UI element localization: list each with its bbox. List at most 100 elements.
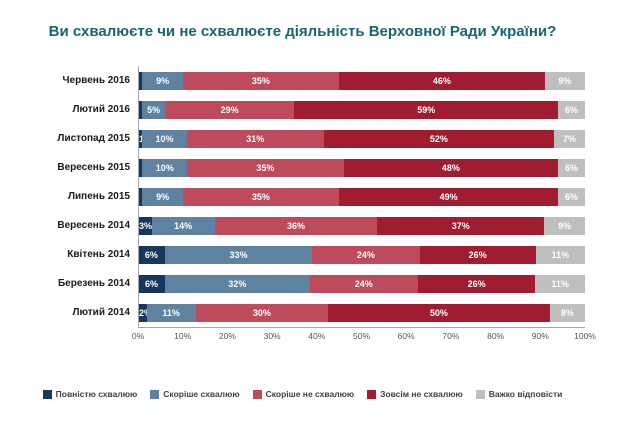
legend: Повністю схвалюю Скоріше схвалюю Скоріше н… — [20, 389, 585, 399]
bar-segment: 30% — [195, 303, 329, 322]
bar-value-label: 6% — [145, 278, 159, 289]
bar-value-label: 9% — [558, 220, 572, 231]
bar-value-label: 52% — [429, 133, 448, 144]
bar-segment: 2% — [138, 303, 152, 322]
x-tick-label: 100% — [574, 331, 596, 342]
bar-segment: 33% — [164, 245, 313, 264]
bar-segment: 9% — [544, 216, 585, 235]
category-label: Червень 2016 — [62, 75, 131, 87]
bar-segment: 59% — [294, 100, 559, 119]
bar-segment: 50% — [328, 303, 550, 322]
bar-row: Вересень 2015 10% 35% 48% 6% — [20, 153, 585, 182]
legend-label: Зовсім не схвалюю — [380, 389, 463, 400]
bar-value-label: 35% — [251, 75, 270, 86]
bar-value-label: 11% — [551, 278, 569, 289]
bar-segment: 14% — [151, 216, 215, 235]
bar-track: 9% 35% 46% 9% — [138, 71, 585, 90]
bar-value-label: 10% — [155, 162, 174, 173]
legend-item: Скоріше не схвалюю — [252, 389, 355, 400]
x-tick-label: 70% — [442, 331, 460, 342]
bar-row: Липень 2015 9% 35% 49% 6% — [20, 182, 585, 211]
bar-segment: 6% — [138, 245, 165, 264]
bar-segment: 24% — [309, 274, 418, 293]
bar-value-label: 59% — [417, 104, 436, 115]
bar-value-label: 36% — [286, 220, 306, 231]
bar-segment: 6% — [558, 187, 585, 206]
bar-row: Червень 2016 9% 35% 46% 9% — [20, 66, 585, 95]
bar-value-label: 14% — [174, 220, 193, 231]
bar-segment: 35% — [187, 158, 344, 177]
bar-segment: 26% — [419, 245, 536, 264]
bar-value-label: 46% — [432, 75, 451, 86]
bar-value-label: 30% — [252, 307, 271, 318]
bar-row: Березень 2014 6% 32% 24% 26% 11% — [20, 269, 585, 298]
bar-segment: 48% — [343, 158, 559, 177]
legend-item: Скоріше схвалюю — [150, 389, 240, 400]
legend-swatch — [367, 389, 377, 399]
bar-segment: 52% — [323, 129, 554, 148]
bar-segment: 6% — [138, 274, 166, 293]
bar-value-label: 35% — [256, 162, 275, 173]
legend-label: Скоріше схвалюю — [163, 389, 240, 400]
bar-value-label: 9% — [156, 191, 170, 202]
bar-segment: 3% — [138, 216, 153, 235]
bar-value-label: 29% — [220, 104, 239, 115]
bar-value-label: 3% — [139, 220, 153, 231]
bar-segment: 11% — [535, 245, 585, 264]
bar-value-label: 48% — [441, 162, 460, 173]
category-label: Липень 2015 — [68, 191, 130, 203]
x-tick-label: 80% — [487, 331, 505, 342]
bar-segment: 6% — [558, 158, 585, 177]
legend-swatch — [150, 389, 160, 399]
x-tick-label: 20% — [218, 331, 236, 342]
bar-track: 6% 33% 24% 26% 11% — [138, 245, 585, 264]
bar-segment: 37% — [377, 216, 545, 235]
bar-value-label: 37% — [451, 220, 470, 231]
x-tick-label: 10% — [174, 331, 192, 342]
bar-value-label: 32% — [228, 278, 247, 289]
x-tick-label: 40% — [308, 331, 326, 342]
bar-value-label: 31% — [246, 133, 265, 144]
bar-segment: 11% — [535, 274, 585, 293]
bar-segment: 24% — [312, 245, 420, 264]
legend-item: Важко відповісти — [475, 389, 562, 399]
bar-value-label: 35% — [251, 191, 270, 202]
bar-segment: 32% — [165, 274, 310, 293]
bar-value-label: 2% — [139, 307, 153, 318]
bar-value-label: 24% — [354, 278, 373, 289]
bar-row: Вересень 2014 3% 14% 36% 37% 9% — [20, 211, 585, 240]
category-label: Лютий 2016 — [72, 104, 130, 116]
bar-value-label: 11% — [162, 307, 180, 318]
bar-segment: 31% — [186, 129, 324, 148]
category-label: Квітень 2014 — [67, 249, 130, 261]
bar-segment: 11% — [146, 303, 196, 322]
bar-segment: 29% — [164, 100, 295, 119]
category-label: Лютий 2014 — [72, 307, 130, 319]
bar-track: 1%10%31%52%7% — [138, 129, 585, 148]
x-tick-label: 90% — [531, 331, 549, 342]
bar-value-label: 9% — [558, 75, 572, 86]
bar-value-label: 7% — [562, 133, 576, 144]
bar-value-label: 26% — [468, 249, 487, 260]
bar-segment — [138, 158, 143, 177]
bar-value-label: 6% — [565, 191, 579, 202]
bar-track: 6% 32% 24% 26% 11% — [138, 274, 585, 293]
x-tick-label: 30% — [263, 331, 281, 342]
x-tick-label: 0% — [131, 331, 145, 342]
legend-label: Скоріше не схвалюю — [265, 389, 355, 400]
bar-segment: 36% — [214, 216, 378, 235]
bar-track: 9% 35% 49% 6% — [138, 187, 585, 206]
chart-title: Ви схвалюєте чи не схвалюєте діяльність … — [48, 23, 557, 40]
bar-segment: 35% — [182, 71, 340, 90]
bar-value-label: 24% — [356, 249, 375, 260]
bar-value-label: 8% — [560, 307, 574, 318]
legend-swatch — [252, 389, 262, 399]
bar-segment: 26% — [417, 274, 536, 293]
bar-row: Лютий 2016 5% 29% 59% 6% — [20, 95, 585, 124]
bar-row: Квітень 2014 6% 33% 24% 26% 11% — [20, 240, 585, 269]
x-axis-ticks: 0% 10% 20% 30% 40% 50% 60% 70% 80% 90% 100% — [132, 327, 596, 343]
bar-value-label: 5% — [147, 104, 161, 115]
legend-item: Повністю схвалюю — [42, 389, 137, 399]
bar-track: 10% 35% 48% 6% — [138, 158, 585, 177]
